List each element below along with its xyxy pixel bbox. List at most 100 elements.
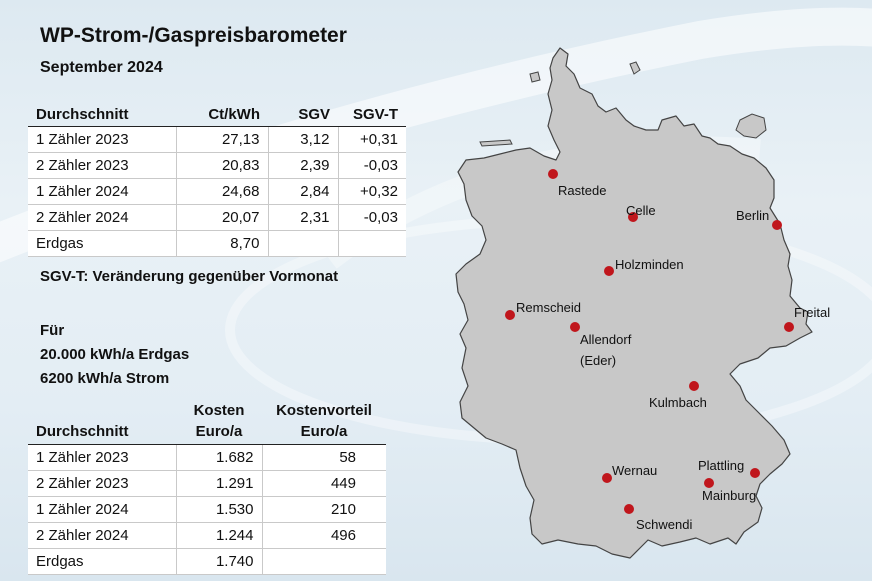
price-table: Durchschnitt Ct/kWh SGV SGV-T 1 Zähler 2…	[28, 102, 406, 257]
city-label: Remscheid	[516, 300, 581, 315]
header-line: Kostenvorteil	[276, 402, 372, 419]
city-marker	[628, 212, 638, 222]
table-cell: +0,31	[338, 126, 406, 153]
table-cell: 24,68	[176, 178, 269, 205]
city-markers	[505, 169, 794, 514]
page-title: WP-Strom-/Gaspreisbarometer	[40, 24, 347, 47]
assumptions-line: Für	[40, 322, 65, 339]
table-cell: 1 Zähler 2023	[28, 126, 177, 153]
table-row: 2 Zähler 2023 20,83 2,39 -0,03	[28, 152, 406, 179]
table-cell: 1.682	[176, 444, 263, 471]
city-marker	[624, 504, 634, 514]
city-marker	[750, 468, 760, 478]
table-cell: 2 Zähler 2023	[28, 152, 177, 179]
table-cell: 1 Zähler 2024	[28, 496, 177, 523]
table-row: 2 Zähler 2024 1.244 496	[28, 522, 386, 549]
table-cell: 2 Zähler 2024	[28, 522, 177, 549]
city-marker	[704, 478, 714, 488]
cost-table-header: Durchschnitt Kosten Euro/a Kostenvorteil…	[28, 397, 386, 445]
city-marker	[604, 266, 614, 276]
sgv-t-note: SGV-T: Veränderung gegenüber Vormonat	[40, 268, 339, 285]
city-marker	[505, 310, 515, 320]
table-cell: 449	[262, 470, 386, 497]
table-cell: -0,03	[338, 204, 406, 231]
assumptions-line: 6200 kWh/a Strom	[40, 370, 170, 387]
header-line: Durchschnitt	[36, 423, 129, 440]
table-cell: 2,31	[268, 204, 339, 231]
city-label: Kulmbach	[649, 395, 707, 410]
column-header: SGV-T	[338, 102, 406, 127]
city-marker	[570, 322, 580, 332]
table-cell: 3,12	[268, 126, 339, 153]
table-cell: 8,70	[176, 230, 269, 257]
table-row: Erdgas 1.740	[28, 548, 386, 575]
city-label: Plattling	[698, 458, 744, 473]
table-cell: 2 Zähler 2024	[28, 204, 177, 231]
city-marker	[602, 473, 612, 483]
column-header: Kostenvorteil Euro/a	[262, 397, 386, 445]
column-header: Durchschnitt	[28, 102, 176, 127]
header-line: Euro/a	[195, 423, 243, 440]
city-label: Holzminden	[615, 257, 684, 272]
city-label: Berlin	[736, 208, 769, 223]
table-cell: Erdgas	[28, 548, 177, 575]
assumptions-block: Für 20.000 kWh/a Erdgas 6200 kWh/a Strom	[40, 319, 189, 391]
header-line: Euro/a	[300, 423, 348, 440]
table-cell: -0,03	[338, 152, 406, 179]
header-line: Kosten	[193, 402, 245, 419]
germany-outline	[455, 47, 813, 559]
table-cell: +0,32	[338, 178, 406, 205]
germany-map: Rastede Celle Berlin Holzminden Remscheid All…	[455, 47, 830, 559]
city-label: Rastede	[558, 183, 606, 198]
table-row: 1 Zähler 2024 1.530 210	[28, 496, 386, 523]
table-cell: 1.244	[176, 522, 263, 549]
price-table-header: Durchschnitt Ct/kWh SGV SGV-T	[28, 102, 406, 127]
island-shape	[629, 61, 641, 75]
island-shape	[735, 113, 767, 139]
table-row: 1 Zähler 2024 24,68 2,84 +0,32	[28, 178, 406, 205]
city-labels: Rastede Celle Berlin Holzminden Remscheid All…	[516, 183, 830, 532]
cost-table: Durchschnitt Kosten Euro/a Kostenvorteil…	[28, 397, 386, 575]
city-label: (Eder)	[580, 353, 616, 368]
table-cell: 1 Zähler 2023	[28, 444, 177, 471]
table-cell	[262, 548, 386, 575]
city-label: Freital	[794, 305, 830, 320]
table-cell: 2,84	[268, 178, 339, 205]
table-cell: 1.740	[176, 548, 263, 575]
city-marker	[772, 220, 782, 230]
column-header: Ct/kWh	[176, 102, 268, 127]
island-shape	[479, 139, 513, 147]
table-cell: Erdgas	[28, 230, 177, 257]
table-cell: 1 Zähler 2024	[28, 178, 177, 205]
city-marker	[689, 381, 699, 391]
island-shape	[529, 71, 541, 83]
city-label: Allendorf	[580, 332, 632, 347]
table-row: Erdgas 8,70	[28, 230, 406, 257]
table-cell: 210	[262, 496, 386, 523]
table-row: 1 Zähler 2023 1.682 58	[28, 444, 386, 471]
city-marker	[548, 169, 558, 179]
page-subtitle: September 2024	[40, 59, 163, 76]
assumptions-line: 20.000 kWh/a Erdgas	[40, 346, 190, 363]
table-cell	[338, 230, 406, 257]
column-header: Kosten Euro/a	[176, 397, 262, 445]
city-label: Schwendi	[636, 517, 692, 532]
table-cell: 496	[262, 522, 386, 549]
table-row: 2 Zähler 2023 1.291 449	[28, 470, 386, 497]
city-label: Celle	[626, 203, 656, 218]
table-cell: 2,39	[268, 152, 339, 179]
table-cell: 1.530	[176, 496, 263, 523]
table-cell	[268, 230, 339, 257]
table-row: 2 Zähler 2024 20,07 2,31 -0,03	[28, 204, 406, 231]
table-cell: 58	[262, 444, 386, 471]
city-label: Wernau	[612, 463, 657, 478]
city-marker	[784, 322, 794, 332]
table-cell: 20,07	[176, 204, 269, 231]
city-label: Mainburg	[702, 488, 756, 503]
table-cell: 2 Zähler 2023	[28, 470, 177, 497]
table-cell: 20,83	[176, 152, 269, 179]
table-cell: 27,13	[176, 126, 269, 153]
column-header: Durchschnitt	[28, 397, 176, 445]
table-cell: 1.291	[176, 470, 263, 497]
table-row: 1 Zähler 2023 27,13 3,12 +0,31	[28, 126, 406, 153]
